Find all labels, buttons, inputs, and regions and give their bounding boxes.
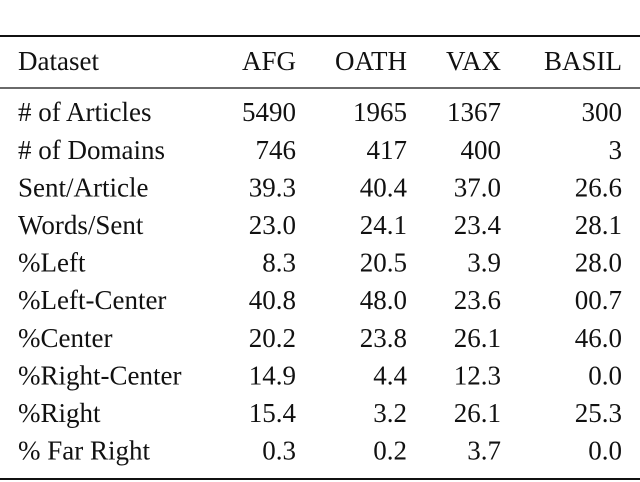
cell: 12.3 [454,360,501,390]
cell: # of Articles [18,97,151,127]
cell: 00.7 [575,285,622,315]
header-cell: Dataset [18,46,99,76]
cell: 0.0 [588,360,622,390]
header-cell: BASIL [544,46,622,76]
cell: 3.7 [467,436,501,466]
cell: 26.6 [575,172,622,202]
cell: 8.3 [262,248,296,278]
cell: 400 [461,135,502,165]
cell: 5490 [242,97,296,127]
cell: 39.3 [249,172,296,202]
cell: 28.1 [575,210,622,240]
cell: 23.6 [454,285,501,315]
cell: 24.1 [360,210,407,240]
cell: 23.8 [360,323,407,353]
cell: %Right [18,398,101,428]
cell: 40.4 [360,172,408,202]
cell: 46.0 [575,323,622,353]
cell: Sent/Article [18,172,148,202]
cell: %Center [18,323,112,353]
cell: 0.3 [262,436,296,466]
cell: %Left [18,248,86,278]
cell: 26.1 [454,398,501,428]
cell: 1367 [447,97,501,127]
cell: 48.0 [360,285,407,315]
cell: 14.9 [249,360,296,390]
cell: 20.2 [249,323,296,353]
cell: 3 [609,135,623,165]
cell: 37.0 [454,172,501,202]
cell: 4.4 [373,360,407,390]
cell: 0.0 [588,436,622,466]
cell: 20.5 [360,248,407,278]
cell: 300 [582,97,623,127]
cell: 23.4 [454,210,502,240]
cell: 40.8 [249,285,296,315]
cell: 0.2 [373,436,407,466]
cell: 746 [256,135,297,165]
header-cell: AFG [242,46,296,76]
cell: % Far Right [18,436,150,466]
cell: %Left-Center [18,285,166,315]
cell: 15.4 [249,398,297,428]
cell: 3.9 [467,248,501,278]
cell: %Right-Center [18,360,181,390]
cell: 1965 [353,97,407,127]
header-cell: VAX [446,46,502,76]
cell: 3.2 [373,398,407,428]
cell: 28.0 [575,248,622,278]
cell: # of Domains [18,135,165,165]
header-cell: OATH [335,46,407,76]
cell: 25.3 [575,398,622,428]
cell: 26.1 [454,323,501,353]
cell: 23.0 [249,210,296,240]
cell: Words/Sent [18,210,144,240]
cell: 417 [367,135,408,165]
